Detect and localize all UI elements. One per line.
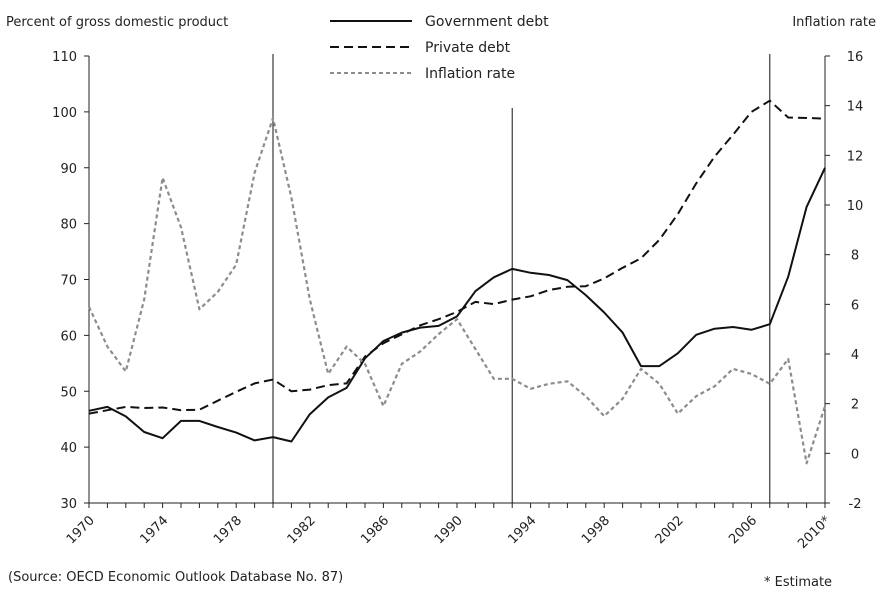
left-tick-label: 90 [60,162,77,177]
x-tick-label: 2006 [726,513,760,547]
left-tick-label: 80 [60,218,77,233]
x-tick-label: 2002 [653,513,687,547]
right-tick-label: 6 [851,298,859,313]
right-tick-label: 0 [851,447,859,462]
series-lines [88,99,827,465]
left-y-ticks: 30 40 50 60 70 80 90 100 110 [52,50,89,512]
series-government-debt-line [88,167,826,443]
left-tick-label: 30 [60,497,77,512]
left-tick-label: 40 [60,441,77,456]
x-tick-label: 1978 [211,513,245,547]
left-tick-label: 100 [52,106,77,121]
series-inflation-rate-line [88,116,827,465]
right-tick-label: 14 [847,100,864,115]
right-axis-label: Inflation rate [792,15,876,30]
right-tick-label: 10 [847,199,864,214]
right-tick-label: -2 [849,497,862,512]
legend-label: Inflation rate [425,66,515,82]
x-tick-label: 2010* [795,513,834,552]
vertical-marker-lines [272,54,771,503]
legend: Government debt Private debt Inflation rat… [330,14,549,82]
legend-label: Government debt [425,14,549,30]
axes [88,56,826,504]
left-tick-label: 70 [60,274,77,289]
right-tick-label: 2 [851,398,859,413]
x-ticks: 1970 1974 1978 1982 1986 1990 1994 1998 2002 2006… [64,503,834,552]
estimate-note: * Estimate [764,575,833,590]
x-tick-label: 1990 [432,513,466,547]
x-tick-label: 1986 [358,513,392,547]
series-private-debt-line [88,99,826,415]
x-tick-label: 1970 [64,513,98,547]
right-tick-label: 16 [847,50,864,65]
x-tick-label: 1974 [137,513,171,547]
left-axis-label: Percent of gross domestic product [6,15,228,30]
right-y-ticks: -2 0 2 4 6 8 10 12 14 16 [825,50,863,512]
x-tick-label: 1994 [505,513,539,547]
right-tick-label: 4 [851,348,859,363]
left-tick-label: 50 [60,385,77,400]
x-tick-label: 1998 [579,513,613,547]
right-tick-label: 12 [847,149,864,164]
left-tick-label: 60 [60,329,77,344]
legend-label: Private debt [425,40,511,56]
source-note: (Source: OECD Economic Outlook Database … [8,570,344,585]
left-tick-label: 110 [52,50,77,65]
right-tick-label: 8 [851,249,859,264]
x-tick-label: 1982 [285,513,319,547]
